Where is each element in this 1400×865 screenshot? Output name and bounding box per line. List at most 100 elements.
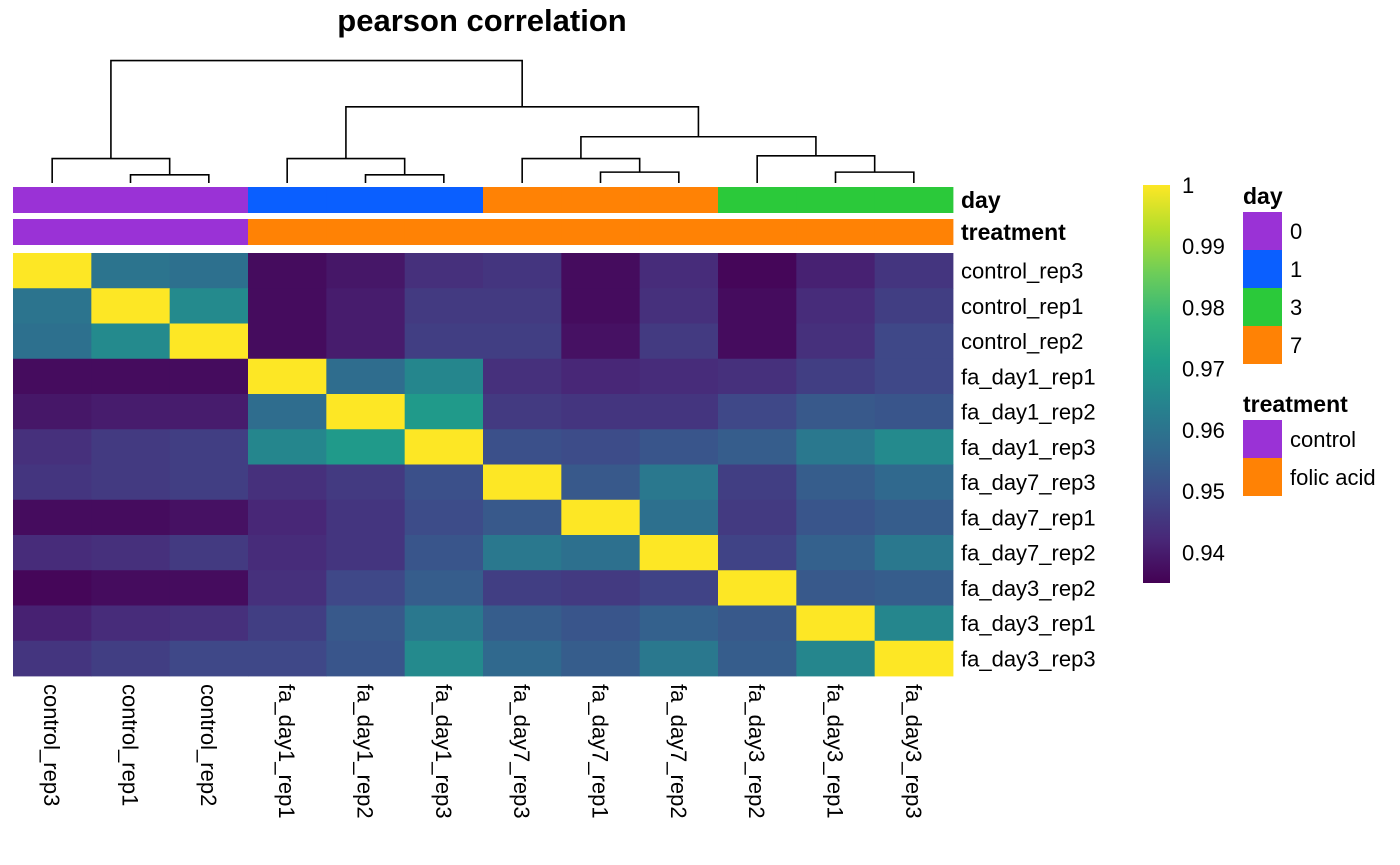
heatmap-cell (326, 394, 406, 430)
column-label: fa_day3_rep1 (823, 684, 848, 819)
heatmap-cell (326, 640, 406, 677)
heatmap-cell (13, 394, 92, 430)
heatmap-cell (326, 570, 406, 606)
row-label: control_rep3 (961, 259, 1083, 284)
heatmap-cell (796, 429, 876, 465)
annotation-cell (169, 219, 249, 245)
heatmap-cell (796, 640, 876, 677)
heatmap-cell (874, 605, 954, 642)
color-scale-tick-label: 0.96 (1182, 418, 1225, 443)
heatmap-cell (13, 429, 92, 465)
heatmap-cell (248, 394, 327, 430)
annotation-cell (13, 219, 92, 245)
heatmap-cell (874, 253, 954, 289)
heatmap-cell (874, 535, 954, 571)
heatmap-cell (169, 464, 249, 501)
heatmap-cell (874, 288, 954, 324)
legend-title: treatment (1243, 391, 1348, 417)
heatmap-cell (796, 288, 876, 324)
heatmap-cell (248, 288, 327, 324)
heatmap-cell (561, 640, 641, 677)
heatmap-cell (13, 640, 92, 677)
heatmap-cell (404, 499, 484, 536)
heatmap-cell (326, 605, 406, 642)
heatmap-cell (796, 394, 876, 430)
heatmap-cell (13, 288, 92, 324)
legend-label: 1 (1290, 257, 1302, 282)
legend-swatch (1243, 212, 1282, 250)
heatmap-cell (718, 464, 797, 501)
row-label: fa_day1_rep3 (961, 435, 1096, 460)
annotation-cell (404, 219, 484, 245)
heatmap-cell (561, 535, 641, 571)
legend-title: day (1243, 183, 1283, 209)
dendrogram-branch (364, 174, 445, 183)
heatmap-cell (483, 394, 562, 430)
heatmap-cell (561, 253, 641, 289)
heatmap-cell (483, 288, 562, 324)
dendrogram-branch (599, 171, 680, 183)
legend-swatch (1243, 326, 1282, 364)
heatmap-cell (874, 358, 954, 395)
heatmap-cell (718, 535, 797, 571)
heatmap-cell (326, 464, 406, 501)
heatmap-cell (561, 570, 641, 606)
color-scale-legend: 1 0.99 0.98 0.97 0.96 0.95 0.94 (1143, 173, 1225, 583)
annotation-cell (874, 187, 954, 213)
heatmap-cell (248, 499, 327, 536)
heatmap-cell (718, 253, 797, 289)
heatmap-cell (404, 394, 484, 430)
annotation-cell (13, 187, 92, 213)
annotation-cell (874, 219, 954, 245)
annotation-cell (796, 187, 876, 213)
heatmap-cell (639, 323, 719, 360)
heatmap-cell (639, 358, 719, 395)
annotation-cell (326, 219, 406, 245)
heatmap-cell (13, 499, 92, 536)
column-label: control_rep2 (196, 684, 221, 806)
heatmap-cell (326, 288, 406, 324)
column-label: fa_day3_rep3 (901, 684, 926, 819)
heatmap-cell (248, 640, 327, 677)
heatmap-cell (404, 288, 484, 324)
row-label: fa_day3_rep2 (961, 576, 1096, 601)
heatmap-cell (796, 253, 876, 289)
heatmap-cell (404, 429, 484, 465)
dendrogram-branch (51, 157, 171, 183)
heatmap-cell (718, 429, 797, 465)
heatmap-cell (639, 535, 719, 571)
heatmap-cell (718, 288, 797, 324)
annotation-cell (561, 187, 641, 213)
heatmap-cell (404, 535, 484, 571)
column-label: fa_day3_rep2 (744, 684, 769, 819)
heatmap-cell (169, 253, 249, 289)
heatmap-cell (326, 499, 406, 536)
heatmap-cell (13, 323, 92, 360)
annotation-cell (248, 219, 327, 245)
heatmap-cell (639, 605, 719, 642)
heatmap-cell (639, 288, 719, 324)
heatmap-cell (13, 358, 92, 395)
annotation-cell (718, 187, 797, 213)
heatmap-cell (874, 429, 954, 465)
heatmap-cell (874, 499, 954, 536)
row-label: fa_day7_rep3 (961, 470, 1096, 495)
row-label: control_rep1 (961, 294, 1083, 319)
annotation-legends: day 0 1 3 7 treatment control folic acid (1243, 183, 1376, 496)
legend-label: folic acid (1290, 465, 1376, 490)
heatmap-cell (718, 499, 797, 536)
heatmap-cells (13, 253, 954, 677)
heatmap-cell (796, 570, 876, 606)
heatmap-cell (13, 605, 92, 642)
heatmap-cell (483, 499, 562, 536)
heatmap-cell (248, 605, 327, 642)
heatmap-cell (796, 605, 876, 642)
column-labels: control_rep3 control_rep1 control_rep2 fa_d… (39, 684, 926, 819)
chart-title: pearson correlation (337, 3, 626, 38)
column-label: fa_day7_rep2 (666, 684, 691, 819)
row-label: fa_day3_rep3 (961, 646, 1096, 671)
heatmap-cell (483, 253, 562, 289)
annotation-cell (326, 187, 406, 213)
heatmap-cell (326, 358, 406, 395)
heatmap-cell (718, 394, 797, 430)
